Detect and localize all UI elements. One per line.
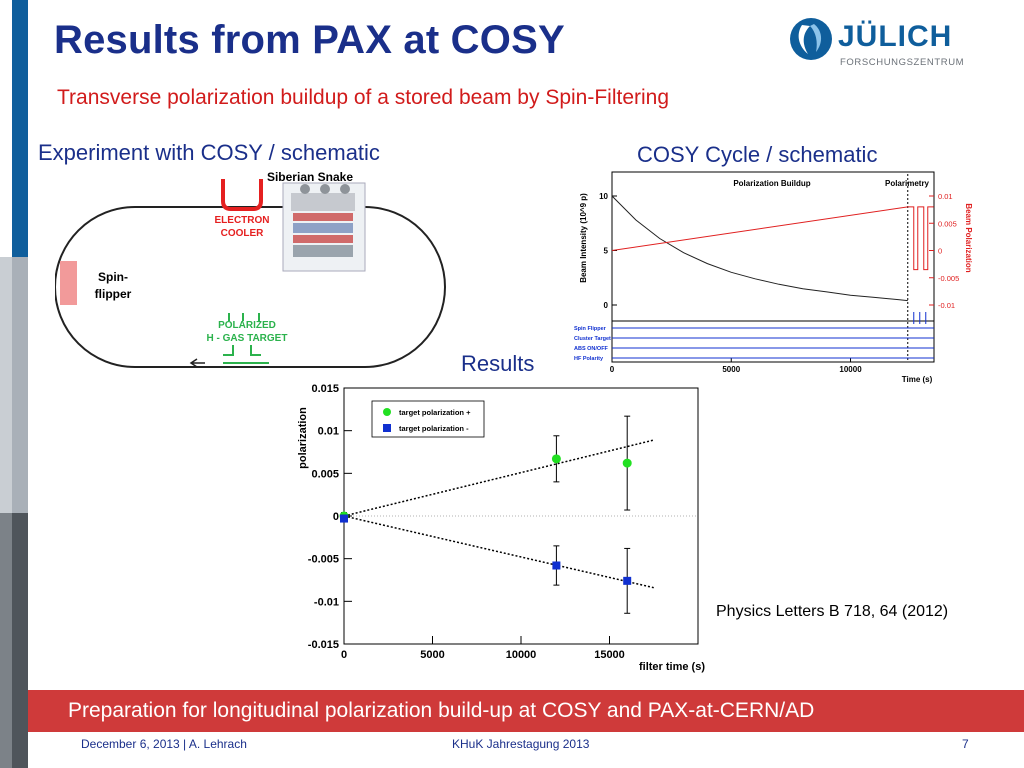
cycle-signal-label: Cluster Target bbox=[574, 336, 611, 342]
footer-page-number: 7 bbox=[962, 737, 969, 751]
cycle-plot-frame bbox=[611, 171, 935, 363]
experiment-label: Experiment with COSY / schematic bbox=[38, 140, 380, 165]
results-fit-line bbox=[343, 515, 654, 589]
cycle-intensity-line bbox=[611, 195, 908, 302]
results-point-plus bbox=[551, 454, 561, 464]
logo-subtitle: FORSCHUNGSZENTRUM bbox=[840, 57, 965, 68]
cosy-cycle-chart: Beam Intensity (10^9 p) Beam Polarizatio… bbox=[574, 171, 973, 384]
results-x-tick-label: 5000 bbox=[420, 649, 444, 661]
results-y-tick-label: -0.01 bbox=[314, 596, 339, 608]
results-fit-line bbox=[343, 439, 654, 517]
cycle-y2-axis-label: Beam Polarization bbox=[964, 203, 973, 272]
cycle-signal-label: ABS ON/OFF bbox=[574, 346, 609, 352]
results-y-tick-label: -0.015 bbox=[308, 639, 339, 651]
results-y-tick-label: 0.005 bbox=[311, 468, 339, 480]
siberian-snake-image bbox=[282, 182, 366, 272]
slide-subtitle: Transverse polarization buildup of a sto… bbox=[57, 86, 670, 109]
legend-entry: target polarization + bbox=[399, 408, 471, 417]
beam-direction-arrow bbox=[189, 358, 205, 368]
spin-flipper-block bbox=[60, 261, 77, 305]
cycle-signal-label: Spin Flipper bbox=[574, 326, 607, 332]
juelich-logo-icon bbox=[790, 18, 832, 60]
cycle-y-tick-label: 0 bbox=[604, 301, 609, 310]
cycle-polarization-line bbox=[611, 206, 908, 251]
siberian-snake-label: Siberian Snake bbox=[267, 170, 353, 184]
footer-event: KHuK Jahrestagung 2013 bbox=[452, 737, 590, 751]
cycle-y2-tick-label: 0 bbox=[938, 247, 942, 256]
results-x-tick-label: 10000 bbox=[506, 649, 537, 661]
sidebar-block bbox=[0, 0, 12, 257]
results-label: Results bbox=[461, 351, 535, 376]
cycle-y2-tick-label: 0.005 bbox=[938, 219, 957, 228]
cycle-y2-tick-label: -0.01 bbox=[938, 301, 955, 310]
results-x-tick-label: 15000 bbox=[594, 649, 625, 661]
logo-wordmark: JÜLICH bbox=[838, 20, 953, 53]
reference-citation: Physics Letters B 718, 64 (2012) bbox=[716, 603, 949, 620]
sidebar-block-light bbox=[12, 257, 28, 513]
results-y-tick-label: 0.015 bbox=[311, 383, 339, 395]
results-y-axis-label: polarization bbox=[297, 407, 309, 469]
conclusion-banner: Preparation for longitudinal polarizatio… bbox=[28, 690, 1024, 732]
spin-flipper-label-2: flipper bbox=[95, 287, 132, 301]
cycle-y-tick-label: 5 bbox=[604, 247, 609, 256]
cycle-title: Polarization Buildup bbox=[733, 179, 810, 188]
results-point-plus bbox=[622, 458, 632, 468]
results-legend: target polarization + target polarization… bbox=[371, 400, 485, 438]
results-point-minus bbox=[623, 576, 632, 585]
results-x-axis-label: filter time (s) bbox=[639, 661, 705, 673]
footer-date-author: December 6, 2013 | A. Lehrach bbox=[81, 737, 247, 751]
electron-cooler-shape bbox=[221, 179, 263, 211]
polarized-label-2: H - GAS TARGET bbox=[207, 333, 288, 344]
cycle-x-tick-label: 5000 bbox=[722, 365, 740, 374]
cycle-x-tick-label: 10000 bbox=[839, 365, 862, 374]
cycle-x-tick-label: 0 bbox=[610, 365, 615, 374]
cosy-ring-schematic: ELECTRON COOLER Siberian Snake Spin- fli… bbox=[55, 170, 446, 368]
results-point-minus bbox=[552, 561, 561, 570]
legend-marker-minus bbox=[383, 424, 391, 432]
cycle-y-tick-label: 10 bbox=[599, 192, 608, 201]
gas-target-shape bbox=[223, 313, 269, 364]
storage-ring bbox=[55, 206, 446, 368]
cycle-y2-tick-label: -0.005 bbox=[938, 274, 959, 283]
legend-marker-plus bbox=[383, 408, 391, 416]
legend-entry: target polarization - bbox=[399, 424, 469, 433]
results-y-tick-label: 0.01 bbox=[318, 426, 339, 438]
cycle-polarimetry-wave bbox=[907, 206, 934, 271]
polarized-label-1: POLARIZED bbox=[218, 320, 276, 331]
cycle-signal-label: HF Polarity bbox=[574, 356, 604, 362]
slide-title: Results from PAX at COSY bbox=[54, 18, 565, 62]
results-y-tick-label: 0 bbox=[333, 511, 339, 523]
spin-flipper-label-1: Spin- bbox=[98, 270, 128, 284]
sidebar-block-light bbox=[0, 257, 12, 513]
cycle-label: COSY Cycle / schematic bbox=[637, 142, 878, 167]
results-chart: polarization filter time (s) 0.015 0.01 0.… bbox=[297, 383, 705, 673]
cycle-y-axis-label: Beam Intensity (10^9 p) bbox=[579, 193, 588, 283]
results-y-tick-label: -0.005 bbox=[308, 554, 339, 566]
sidebar-block-dark bbox=[0, 513, 12, 768]
sidebar-decoration bbox=[0, 0, 28, 768]
sidebar-block-dark bbox=[12, 513, 28, 768]
electron-cooler-label-2: COOLER bbox=[221, 228, 265, 239]
banner-text: Preparation for longitudinal polarizatio… bbox=[68, 699, 815, 722]
results-x-tick-label: 0 bbox=[341, 649, 347, 661]
cycle-x-axis-label: Time (s) bbox=[902, 375, 933, 384]
cycle-y2-tick-label: 0.01 bbox=[938, 192, 953, 201]
juelich-logo: JÜLICH FORSCHUNGSZENTRUM bbox=[788, 14, 964, 74]
results-point-minus bbox=[340, 514, 348, 523]
electron-cooler-label-1: ELECTRON bbox=[215, 215, 270, 226]
sidebar-block-blue bbox=[12, 0, 28, 257]
